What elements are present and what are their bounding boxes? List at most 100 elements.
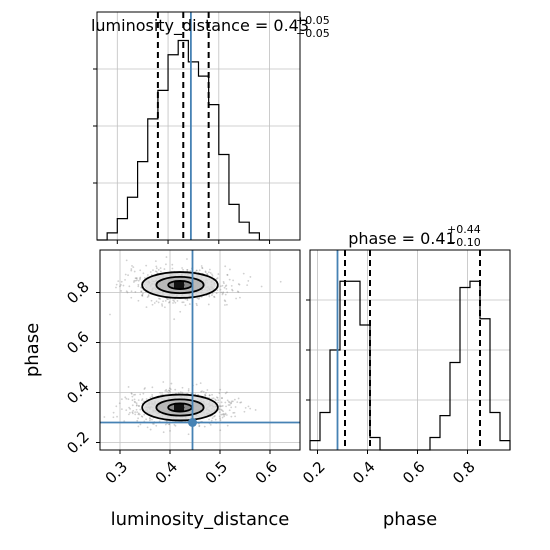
scatter-sample-point xyxy=(235,297,237,300)
scatter-sample-point xyxy=(196,304,198,307)
scatter-sample-point xyxy=(136,419,139,422)
scatter-sample-point xyxy=(201,390,203,393)
scatter-sample-point xyxy=(225,284,228,287)
scatter-sample-point xyxy=(155,300,158,303)
scatter-sample-point xyxy=(140,415,143,418)
scatter-sample-point xyxy=(141,399,143,402)
scatter-sample-point xyxy=(120,280,123,283)
scatter-sample-point xyxy=(176,300,179,302)
scatter-sample-point xyxy=(188,303,191,305)
scatter-sample-point xyxy=(142,272,145,275)
scatter-sample-point xyxy=(163,306,166,309)
scatter-sample-point xyxy=(226,274,229,276)
scatter-sample-point xyxy=(231,289,234,292)
scatter-sample-point xyxy=(151,395,154,398)
scatter-sample-point xyxy=(186,258,188,260)
scatter-sample-point xyxy=(219,388,222,391)
scatter-sample-point xyxy=(218,405,221,407)
density-peak xyxy=(174,281,184,289)
scatter-sample-point xyxy=(198,425,201,428)
scatter-sample-point xyxy=(167,298,170,301)
scatter-sample-point xyxy=(222,280,225,283)
scatter-sample-point xyxy=(224,300,227,303)
scatter-sample-point xyxy=(131,404,134,407)
scatter-sample-point xyxy=(161,304,164,307)
scatter-sample-point xyxy=(221,397,223,399)
scatter-sample-point xyxy=(186,268,189,271)
title-upper-error: +0.44 xyxy=(447,223,481,236)
x-tick-label: 0.6 xyxy=(399,458,429,488)
scatter-sample-point xyxy=(227,404,230,406)
scatter-sample-point xyxy=(142,292,144,295)
title-lower-error: −0.05 xyxy=(296,27,330,40)
scatter-sample-point xyxy=(137,417,139,420)
x-tick-label: 0.5 xyxy=(202,458,232,488)
scatter-sample-point xyxy=(143,277,146,279)
scatter-sample-point xyxy=(161,303,163,306)
scatter-sample-point xyxy=(168,387,171,390)
scatter-sample-point xyxy=(228,404,231,406)
scatter-sample-point xyxy=(135,404,138,407)
scatter-sample-point xyxy=(220,401,223,404)
scatter-sample-point xyxy=(220,405,223,408)
scatter-sample-point xyxy=(115,405,118,408)
scatter-sample-point xyxy=(208,295,211,298)
scatter-sample-point xyxy=(200,265,203,267)
scatter-sample-point xyxy=(213,296,216,298)
scatter-sample-point xyxy=(146,296,149,299)
scatter-sample-point xyxy=(247,405,250,408)
scatter-sample-point xyxy=(217,399,220,401)
scatter-sample-point xyxy=(226,424,229,427)
scatter-sample-point xyxy=(69,305,71,307)
scatter-sample-point xyxy=(211,273,213,276)
scatter-sample-point xyxy=(133,281,135,283)
scatter-sample-point xyxy=(208,418,210,421)
scatter-sample-point xyxy=(135,408,138,411)
scatter-sample-point xyxy=(206,273,209,276)
scatter-sample-point xyxy=(224,304,226,306)
scatter-sample-point xyxy=(162,300,164,303)
scatter-sample-point xyxy=(209,423,212,426)
scatter-sample-point xyxy=(186,299,189,302)
scatter-sample-point xyxy=(215,399,217,402)
scatter-sample-point xyxy=(112,411,115,414)
scatter-sample-point xyxy=(125,290,128,293)
scatter-sample-point xyxy=(195,383,198,386)
scatter-sample-point xyxy=(137,285,140,288)
scatter-sample-point xyxy=(165,263,167,266)
scatter-sample-point xyxy=(236,401,239,404)
scatter-sample-point xyxy=(134,411,137,414)
scatter-sample-point xyxy=(119,285,121,288)
scatter-sample-point xyxy=(149,417,152,420)
scatter-sample-point xyxy=(181,301,184,304)
scatter-sample-point xyxy=(139,277,141,280)
scatter-sample-point xyxy=(159,298,161,300)
scatter-sample-point xyxy=(228,401,231,404)
scatter-sample-point xyxy=(149,396,152,399)
scatter-sample-point xyxy=(204,270,207,273)
scatter-sample-point xyxy=(138,405,140,408)
scatter-sample-point xyxy=(109,313,111,316)
scatter-sample-point xyxy=(233,411,236,414)
scatter-sample-point xyxy=(249,276,252,278)
scatter-sample-point xyxy=(137,412,140,415)
scatter-sample-point xyxy=(167,391,170,394)
scatter-sample-point xyxy=(120,398,123,401)
scatter-sample-point xyxy=(196,297,199,300)
scatter-sample-point xyxy=(173,318,176,321)
scatter-sample-point xyxy=(177,391,180,394)
y-tick-label: 0.8 xyxy=(63,278,93,308)
scatter-sample-point xyxy=(174,424,177,427)
scatter-sample-point xyxy=(204,271,207,274)
scatter-sample-point xyxy=(226,273,229,276)
scatter-sample-point xyxy=(230,284,233,287)
scatter-sample-point xyxy=(200,390,202,393)
scatter-sample-point xyxy=(171,263,174,266)
scatter-sample-point xyxy=(219,429,222,432)
scatter-sample-point xyxy=(214,414,216,417)
scatter-sample-point xyxy=(223,299,226,302)
scatter-sample-point xyxy=(145,418,148,421)
scatter-sample-point xyxy=(164,390,167,392)
scatter-sample-point xyxy=(173,300,176,303)
scatter-sample-point xyxy=(134,401,137,404)
